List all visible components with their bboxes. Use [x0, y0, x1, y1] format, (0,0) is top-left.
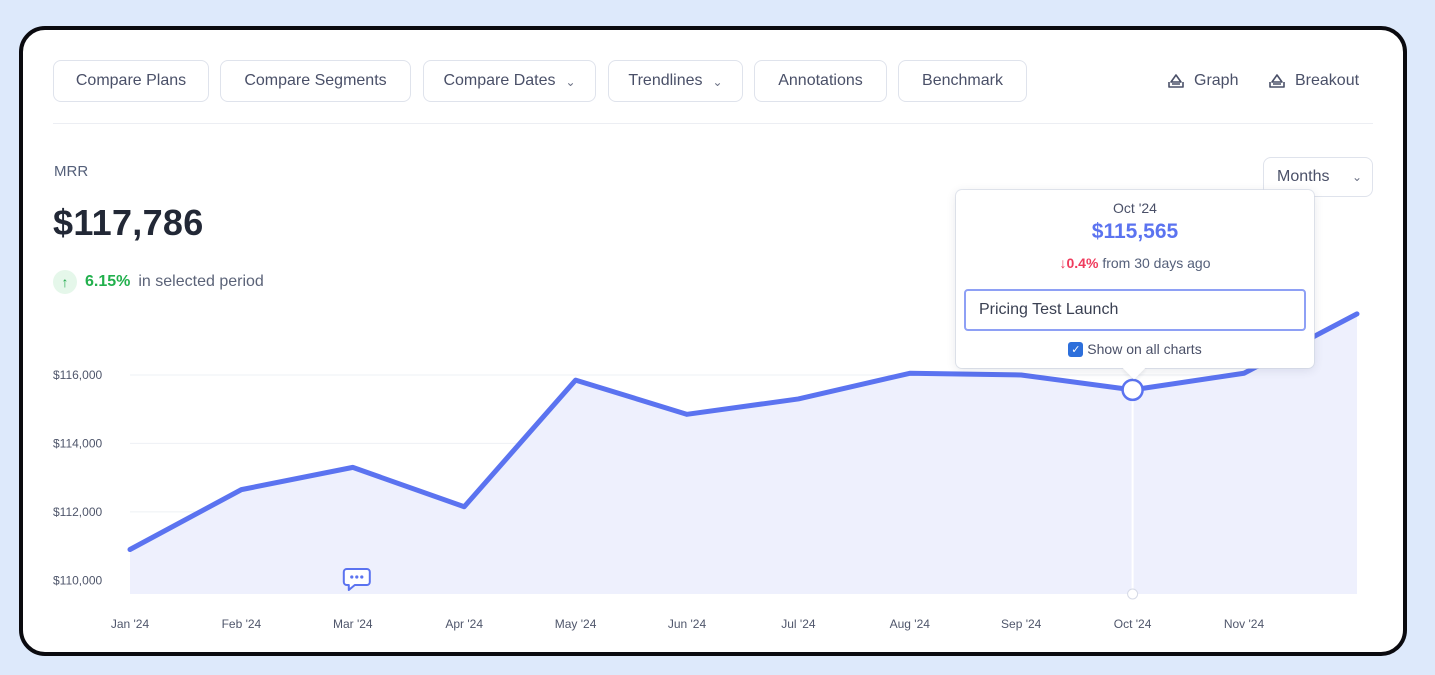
- toolbar-divider: [53, 123, 1373, 124]
- metric-label: MRR: [54, 163, 89, 180]
- trendlines-label: Trendlines: [628, 72, 703, 89]
- x-tick-label: Apr '24: [445, 617, 483, 631]
- show-all-row: ✓ Show on all charts: [956, 341, 1314, 357]
- hover-base-dot: [1127, 588, 1139, 600]
- chevron-down-icon: ⌄: [712, 75, 723, 89]
- compare-plans-label: Compare Plans: [75, 72, 187, 89]
- x-tick-label: Sep '24: [1001, 617, 1042, 631]
- chevron-down-icon: ⌄: [1351, 170, 1362, 184]
- tooltip-change: ↓0.4% from 30 days ago: [956, 255, 1314, 271]
- y-tick-label: $110,000: [53, 573, 102, 587]
- mrr-chart: $110,000 $112,000 $114,000 $116,000 Jan '24…: [53, 311, 1360, 631]
- compare-segments-label: Compare Segments: [244, 72, 387, 89]
- show-all-checkbox[interactable]: ✓: [1068, 341, 1084, 357]
- x-tick-label: Nov '24: [1224, 617, 1265, 631]
- tooltip-value: $115,565: [1091, 220, 1179, 243]
- x-tick-label: Oct '24: [1114, 617, 1152, 631]
- annotations-label: Annotations: [778, 72, 863, 89]
- compare-dates-label: Compare Dates: [443, 72, 556, 89]
- stacked-layers-icon: [1269, 74, 1285, 88]
- annotation-popover: Oct '24 $115,565 ↓0.4% from 30 days ago …: [956, 190, 1314, 380]
- benchmark-label: Benchmark: [922, 72, 1003, 89]
- compare-plans-button[interactable]: Compare Plans: [53, 60, 209, 102]
- y-tick-label: $116,000: [53, 368, 102, 382]
- metric-value: $117,786: [53, 202, 204, 243]
- tooltip-date: Oct '24: [1113, 200, 1157, 216]
- arrow-down-icon: ↓: [1059, 255, 1067, 271]
- breakout-label: Breakout: [1295, 72, 1360, 89]
- y-tick-label: $112,000: [53, 505, 102, 519]
- annotation-input[interactable]: [964, 289, 1306, 331]
- x-tick-label: Feb '24: [222, 617, 262, 631]
- compare-dates-button[interactable]: Compare Dates ⌄: [423, 60, 596, 102]
- change-text: in selected period: [138, 273, 264, 290]
- change-percent: 6.15%: [85, 273, 131, 290]
- chart-card: Compare Plans Compare Segments Compare D…: [19, 26, 1407, 656]
- tooltip-change-text: from 30 days ago: [1102, 255, 1211, 271]
- chevron-down-icon: ⌄: [565, 75, 576, 89]
- stacked-layers-icon: [1168, 74, 1184, 88]
- metric-change: ↑ 6.15% in selected period: [53, 270, 264, 294]
- x-tick-label: Jul '24: [781, 617, 816, 631]
- period-select-value: Months: [1277, 168, 1330, 185]
- y-tick-label: $114,000: [53, 436, 102, 450]
- arrow-up-icon: ↑: [53, 270, 77, 294]
- show-all-label: Show on all charts: [1087, 341, 1202, 357]
- x-tick-label: Aug '24: [890, 617, 931, 631]
- x-tick-label: May '24: [555, 617, 597, 631]
- series-line: [127, 311, 1360, 553]
- x-tick-label: Jun '24: [668, 617, 707, 631]
- graph-button[interactable]: Graph: [1166, 60, 1238, 102]
- benchmark-button[interactable]: Benchmark: [898, 60, 1027, 102]
- annotation-chat-icon[interactable]: [342, 568, 371, 591]
- highlighted-data-point: [1121, 378, 1144, 402]
- x-tick-label: Mar '24: [333, 617, 373, 631]
- trendlines-button[interactable]: Trendlines ⌄: [608, 60, 743, 102]
- graph-label: Graph: [1194, 72, 1239, 89]
- tooltip-change-percent: 0.4%: [1066, 255, 1099, 271]
- series-area: [130, 313, 1357, 594]
- compare-segments-button[interactable]: Compare Segments: [220, 60, 411, 102]
- breakout-button[interactable]: Breakout: [1267, 60, 1359, 102]
- x-tick-label: Jan '24: [111, 617, 150, 631]
- toolbar: Compare Plans Compare Segments Compare D…: [53, 60, 1373, 104]
- annotations-button[interactable]: Annotations: [754, 60, 887, 102]
